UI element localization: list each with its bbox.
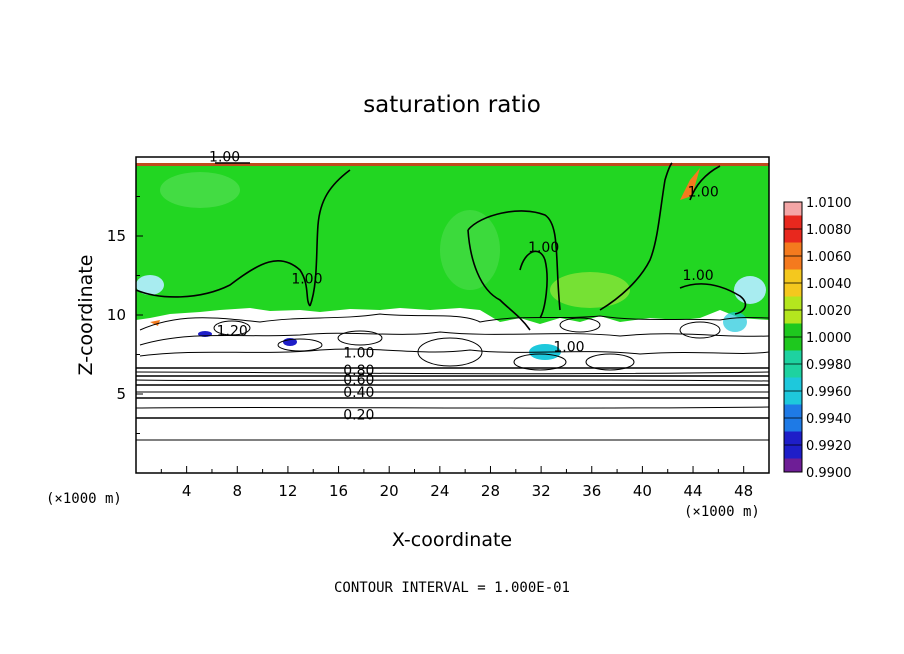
x-unit-label: (×1000 m) [684,504,760,520]
colorbar-swatch [784,377,802,392]
orange-edge-left [150,320,160,326]
contour-label: 0.40 [343,385,374,401]
colorbar-swatch [784,391,802,405]
colorbar-swatch [784,256,802,270]
contour-label: 1.00 [291,271,322,287]
contour-label: 1.00 [688,185,719,201]
contour-label: 0.20 [343,407,374,423]
colorbar-swatch [784,202,802,216]
x-tick-label: 32 [532,482,551,500]
bright-patch-1 [160,172,240,208]
colorbar-swatch [784,404,802,419]
y-axis: 5 10 15 [107,196,143,434]
x-axis-label: X-coordinate [392,529,512,551]
x-tick-label: 24 [430,482,449,500]
colorbar-swatch [784,418,802,432]
x-tick-label: 12 [278,482,297,500]
x-tick-label: 20 [380,482,399,500]
x-tick-label: 8 [233,482,243,500]
orange-edge-right [680,168,700,200]
cyan-patch-left [136,275,164,295]
x-tick-label: 4 [182,482,192,500]
colorbar-swatch [784,242,802,257]
colorbar-tick-label: 1.0040 [806,277,852,292]
colorbar-tick-label: 0.9960 [806,385,852,400]
colorbar-swatch [784,310,802,324]
colorbar-swatch [784,323,802,338]
colorbar-tick-label: 1.0100 [806,196,852,211]
colorbar-tick-label: 0.9900 [806,466,852,481]
cloud-contours [139,313,770,371]
contour-label: 1.00 [683,268,714,284]
y-tick-label: 10 [107,306,126,324]
colorbar-swatch [784,283,802,297]
top-edge-red [136,163,769,166]
y-tick-label: 15 [107,227,126,245]
colorbar-swatch [784,350,802,365]
colorbar-swatch [784,431,802,446]
contour-label: 1.00 [528,240,559,256]
plot-area: 1.001.001.001.001.001.201.00 1.000.800.60… [135,150,770,474]
y-axis-label: Z-coordinate [75,255,97,376]
contour-label: 1.00 [343,346,374,362]
colorbar-swatch [784,458,802,473]
colorbar-swatch [784,215,802,230]
colorbar-tick-label: 0.9920 [806,439,852,454]
contour-interval-note: CONTOUR INTERVAL = 1.000E-01 [334,580,570,596]
colorbar-tick-label: 1.0000 [806,331,852,346]
top-band [136,157,769,163]
contour-label: 0.80 [343,363,374,379]
contour-label: 0.60 [343,373,374,389]
x-tick-label: 16 [329,482,348,500]
colorbar-swatch [784,229,802,243]
contour-label: 1.20 [217,324,248,340]
x-tick-label: 36 [582,482,601,500]
bright-patch-2 [550,272,630,308]
x-tick-label: 40 [633,482,652,500]
contour-labels: 1.001.001.001.001.001.201.00 1.000.800.60… [209,150,719,424]
colorbar-swatch [784,296,802,311]
colorbar-tick-label: 1.0060 [806,250,852,265]
colorbar-swatch [784,445,802,459]
y-tick-label: 5 [116,385,126,403]
contour-1.00-upper [135,162,747,331]
colorbar-tick-label: 0.9980 [806,358,852,373]
colorbar: 1.0100 1.0080 1.0060 1.0040 1.0020 1.0000 0.99… [783,196,852,481]
contour-label: 1.00 [553,339,584,355]
colorbar-tick-label: 1.0080 [806,223,852,238]
x-axis: 4 8 12 16 20 24 28 32 36 40 44 48 [160,466,753,500]
y-unit-label: (×1000 m) [46,491,122,507]
colorbar-swatch [784,337,802,351]
colorbar-swatch [784,269,802,284]
x-tick-label: 44 [683,482,702,500]
x-tick-label: 28 [481,482,500,500]
cyan-patch-right2 [723,312,747,332]
colorbar-tick-label: 1.0020 [806,304,852,319]
chart-title: saturation ratio [363,92,541,118]
colorbar-swatch [784,364,802,378]
x-tick-label: 48 [734,482,753,500]
colorbar-tick-label: 0.9940 [806,412,852,427]
cyan-patch-right [734,276,766,304]
